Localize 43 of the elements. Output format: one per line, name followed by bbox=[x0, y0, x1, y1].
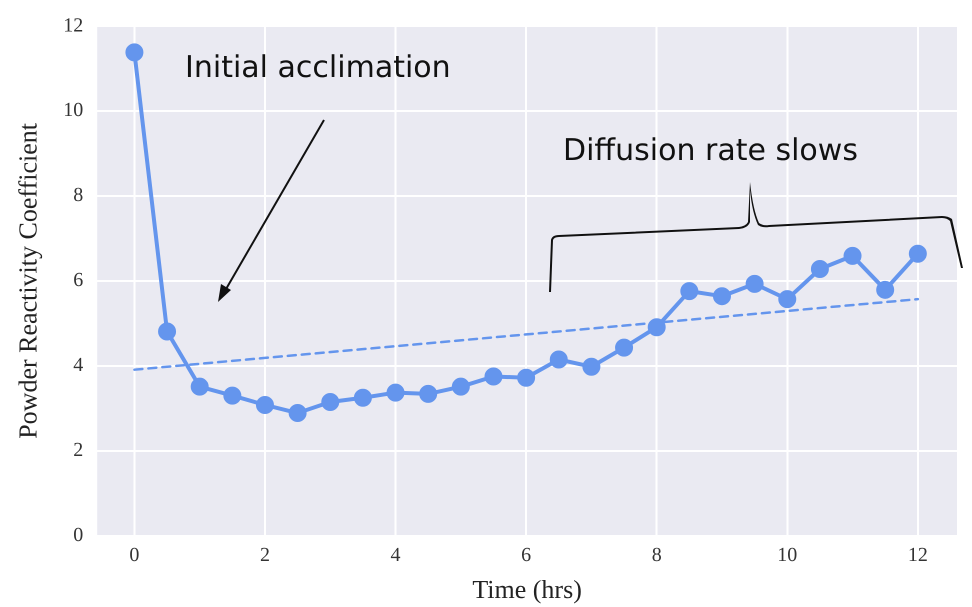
point bbox=[550, 350, 568, 368]
x-axis-title: Time (hrs) bbox=[472, 575, 582, 604]
x-tick-label: 8 bbox=[652, 544, 662, 566]
point bbox=[582, 358, 600, 376]
point bbox=[158, 322, 176, 340]
x-tick-label: 0 bbox=[129, 544, 140, 566]
point bbox=[844, 246, 862, 265]
y-tick-label: 2 bbox=[73, 439, 84, 462]
point bbox=[452, 378, 470, 396]
point bbox=[615, 338, 634, 357]
point bbox=[648, 318, 666, 336]
point bbox=[908, 244, 927, 263]
annotation: Diffusion rate slows bbox=[563, 133, 858, 168]
x-tick-label: 10 bbox=[777, 544, 798, 566]
point bbox=[810, 260, 829, 278]
y-tick-label: 6 bbox=[73, 269, 84, 292]
x-tick-label: 6 bbox=[521, 544, 532, 566]
point bbox=[680, 282, 698, 300]
y-tick-label: 12 bbox=[63, 14, 84, 36]
y-axis-title: Powder Reactivity Coefficient bbox=[13, 122, 42, 439]
point bbox=[288, 404, 307, 422]
point bbox=[484, 367, 502, 386]
point bbox=[256, 396, 274, 414]
annotation: Initial acclimation bbox=[185, 50, 451, 85]
point bbox=[321, 392, 340, 411]
point bbox=[190, 378, 209, 396]
point bbox=[419, 384, 438, 403]
y-tick-label: 0 bbox=[73, 524, 84, 546]
point bbox=[712, 287, 731, 306]
point bbox=[386, 384, 405, 402]
y-tick-label: 4 bbox=[73, 354, 84, 376]
point bbox=[223, 386, 242, 405]
x-tick-label: 12 bbox=[908, 544, 928, 566]
y-tick-label: 10 bbox=[63, 99, 84, 122]
x-tick-label: 4 bbox=[390, 544, 401, 566]
point bbox=[778, 290, 796, 308]
y-tick-label: 8 bbox=[73, 184, 84, 206]
point bbox=[125, 43, 144, 62]
x-tick-label: 2 bbox=[260, 544, 270, 566]
point bbox=[876, 280, 894, 299]
point bbox=[746, 274, 764, 293]
point bbox=[517, 368, 536, 387]
point bbox=[354, 388, 372, 407]
